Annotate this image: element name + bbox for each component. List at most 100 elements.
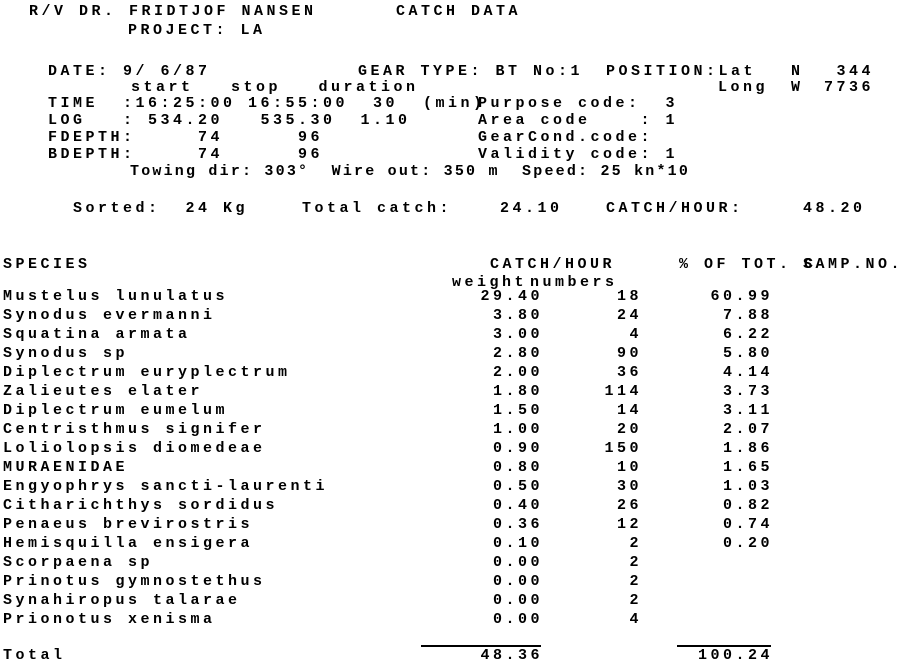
pct-total-rule (677, 645, 771, 647)
row-species: Zalieutes elater (3, 383, 204, 400)
bdepth-row: BDEPTH: 74 96 (48, 146, 324, 163)
total-catch-value: 24.10 (500, 200, 563, 217)
row-species: Penaeus brevirostris (3, 516, 254, 533)
row-numbers: 2 (629, 554, 642, 571)
row-species: Loliolopsis diomedeae (3, 440, 266, 457)
total-label: Total (3, 647, 66, 664)
row-species: Diplectrum eumelum (3, 402, 229, 419)
row-species: MURAENIDAE (3, 459, 129, 476)
page-title: CATCH DATA (396, 3, 522, 20)
row-pct: 5.80 (722, 345, 773, 362)
species-header: SPECIES (3, 256, 91, 273)
row-numbers: 10 (616, 459, 642, 476)
row-weight: 1.00 (492, 421, 543, 438)
row-weight: 0.90 (492, 440, 543, 457)
row-weight: 0.40 (492, 497, 543, 514)
row-weight: 3.80 (492, 307, 543, 324)
row-pct: 60.99 (710, 288, 773, 305)
row-numbers: 30 (616, 478, 642, 495)
row-weight: 0.50 (492, 478, 543, 495)
row-pct: 0.20 (722, 535, 773, 552)
time-column-headers: start stop duration (131, 79, 419, 96)
row-numbers: 4 (629, 326, 642, 343)
row-numbers: 90 (616, 345, 642, 362)
row-numbers: 114 (604, 383, 642, 400)
gear-type: GEAR TYPE: BT No:1 (358, 63, 584, 80)
row-numbers: 18 (616, 288, 642, 305)
row-numbers: 2 (629, 573, 642, 590)
row-weight: 0.00 (492, 592, 543, 609)
row-numbers: 24 (616, 307, 642, 324)
lat-value: 344 (836, 63, 874, 80)
row-weight: 3.00 (492, 326, 543, 343)
row-species: Mustelus lunulatus (3, 288, 229, 305)
date: DATE: 9/ 6/87 (48, 63, 211, 80)
row-pct: 6.22 (722, 326, 773, 343)
samp-header: SAMP.NO. (803, 256, 900, 273)
long-value: 7736 (823, 79, 874, 96)
catch-hour-value: 48.20 (803, 200, 866, 217)
row-pct: 3.73 (722, 383, 773, 400)
row-weight: 0.00 (492, 554, 543, 571)
row-pct: 4.14 (722, 364, 773, 381)
vessel-name: R/V DR. FRIDTJOF NANSEN (29, 3, 317, 20)
row-pct: 0.74 (722, 516, 773, 533)
row-numbers: 36 (616, 364, 642, 381)
row-weight: 1.80 (492, 383, 543, 400)
pct-header: % OF TOT. C (679, 256, 817, 273)
row-species: Synahiropus talarae (3, 592, 241, 609)
catch-hour-header: CATCH/HOUR (490, 256, 616, 273)
row-numbers: 12 (616, 516, 642, 533)
lat-hemisphere: N (791, 63, 804, 80)
row-numbers: 4 (629, 611, 642, 628)
purpose-code: Purpose code: 3 (478, 95, 679, 112)
row-weight: 0.80 (492, 459, 543, 476)
row-numbers: 20 (616, 421, 642, 438)
towing-row: Towing dir: 303° Wire out: 350 m Speed: … (130, 163, 691, 180)
row-numbers: 2 (629, 592, 642, 609)
row-numbers: 26 (616, 497, 642, 514)
long-label: Long (718, 79, 769, 96)
numbers-header: numbers (530, 274, 618, 291)
row-weight: 0.36 (492, 516, 543, 533)
time-row: TIME :16:25:00 16:55:00 30 (min) (48, 95, 486, 112)
row-pct: 1.86 (722, 440, 773, 457)
row-weight: 2.80 (492, 345, 543, 362)
validity-code: Validity code: 1 (478, 146, 679, 163)
row-weight: 0.00 (492, 611, 543, 628)
row-species: Engyophrys sancti-laurenti (3, 478, 329, 495)
row-weight: 1.50 (492, 402, 543, 419)
weight-total-rule (421, 645, 541, 647)
row-pct: 1.03 (722, 478, 773, 495)
row-species: Squatina armata (3, 326, 191, 343)
log-row: LOG : 534.20 535.30 1.10 (48, 112, 411, 129)
row-weight: 2.00 (492, 364, 543, 381)
row-pct: 7.88 (722, 307, 773, 324)
row-species: Diplectrum euryplectrum (3, 364, 291, 381)
project: PROJECT: LA (128, 22, 266, 39)
row-pct: 2.07 (722, 421, 773, 438)
row-pct: 1.65 (722, 459, 773, 476)
row-species: Synodus sp (3, 345, 129, 362)
row-species: Citharichthys sordidus (3, 497, 279, 514)
catch-hour-label: CATCH/HOUR: (606, 200, 744, 217)
sorted: Sorted: 24 Kg (73, 200, 249, 217)
row-numbers: 2 (629, 535, 642, 552)
row-species: Synodus evermanni (3, 307, 216, 324)
weight-header: weight (452, 274, 528, 291)
row-pct: 0.82 (722, 497, 773, 514)
total-catch-label: Total catch: (302, 200, 453, 217)
row-numbers: 150 (604, 440, 642, 457)
row-weight: 0.10 (492, 535, 543, 552)
position-label: POSITION:Lat (606, 63, 757, 80)
row-species: Prinotus gymnostethus (3, 573, 266, 590)
total-pct: 100.24 (697, 647, 773, 664)
row-numbers: 14 (616, 402, 642, 419)
area-code: Area code : 1 (478, 112, 679, 129)
total-weight: 48.36 (480, 647, 543, 664)
fdepth-row: FDEPTH: 74 96 (48, 129, 324, 146)
long-hemisphere: W (791, 79, 804, 96)
row-species: Centristhmus signifer (3, 421, 266, 438)
row-species: Hemisquilla ensigera (3, 535, 254, 552)
gearcond-code: GearCond.code: (478, 129, 654, 146)
